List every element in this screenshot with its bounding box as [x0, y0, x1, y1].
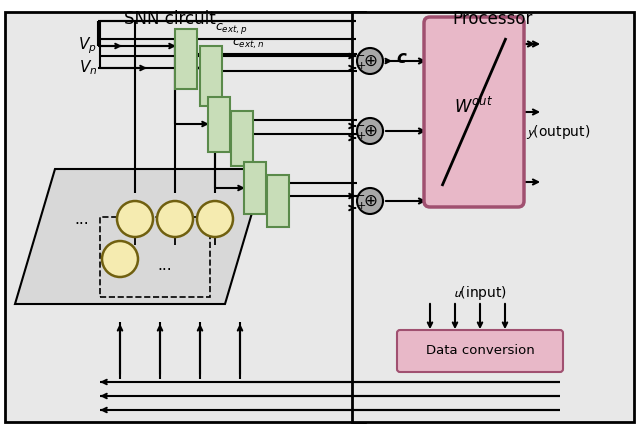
Text: $\oplus$: $\oplus$ [363, 192, 377, 210]
Bar [208, 97, 230, 152]
Text: +: + [356, 201, 365, 211]
Bar [5, 12, 365, 422]
Text: $\boldsymbol{c}$: $\boldsymbol{c}$ [396, 49, 408, 67]
Polygon shape [15, 169, 265, 304]
Bar [200, 46, 222, 106]
Bar [231, 111, 253, 166]
Text: Processor: Processor [453, 10, 533, 28]
Text: −: − [356, 51, 365, 61]
Bar [352, 12, 634, 422]
Text: +: + [356, 61, 365, 71]
Text: $c_{ext,p}$: $c_{ext,p}$ [215, 21, 248, 36]
Circle shape [117, 201, 153, 237]
Text: $V_n$: $V_n$ [79, 59, 97, 77]
Text: $\oplus$: $\oplus$ [363, 52, 377, 70]
Bar [267, 175, 289, 227]
Text: ...: ... [75, 211, 90, 227]
Text: $\oplus$: $\oplus$ [363, 122, 377, 140]
Text: $c_{ext,n}$: $c_{ext,n}$ [232, 37, 264, 51]
Bar [100, 217, 210, 297]
Text: SNN circuit: SNN circuit [124, 10, 216, 28]
Text: +: + [356, 131, 365, 141]
Circle shape [357, 188, 383, 214]
Text: $W^{out}$: $W^{out}$ [454, 97, 493, 117]
Text: −: − [356, 191, 365, 201]
Text: $\mathcal{y}$(output): $\mathcal{y}$(output) [526, 123, 590, 141]
Circle shape [197, 201, 233, 237]
Circle shape [102, 241, 138, 277]
Text: Data conversion: Data conversion [426, 345, 534, 358]
Text: ...: ... [157, 259, 172, 273]
Text: −: − [356, 121, 365, 131]
Circle shape [157, 201, 193, 237]
Circle shape [357, 118, 383, 144]
Circle shape [357, 48, 383, 74]
FancyBboxPatch shape [424, 17, 524, 207]
Text: $V_p$: $V_p$ [78, 36, 97, 56]
FancyBboxPatch shape [397, 330, 563, 372]
Bar [175, 29, 197, 89]
Bar [244, 162, 266, 214]
Text: $\mathcal{u}$(input): $\mathcal{u}$(input) [453, 284, 507, 302]
